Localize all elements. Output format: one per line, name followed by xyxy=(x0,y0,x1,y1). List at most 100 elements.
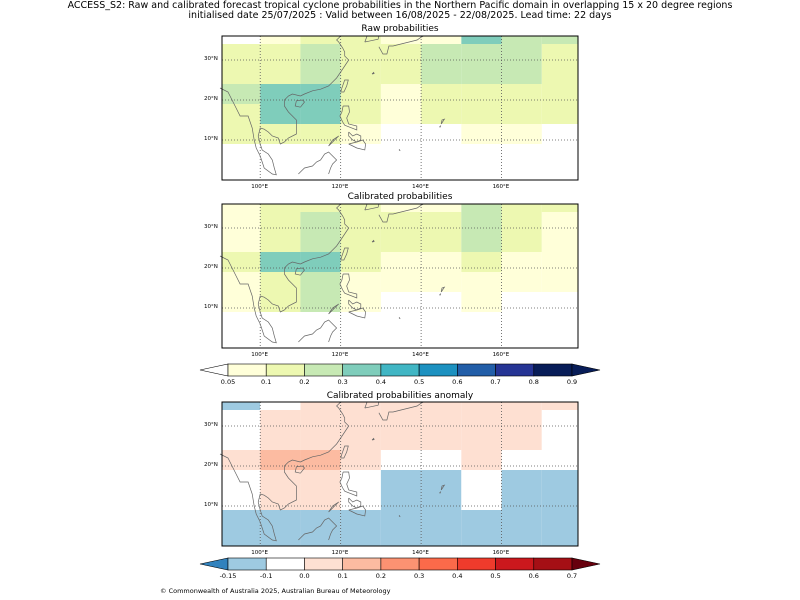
raw-probability-cell xyxy=(260,64,301,84)
calibrated-panel-title: Calibrated probabilities xyxy=(347,192,453,202)
copyright-footer: © Commonwealth of Australia 2025, Austra… xyxy=(160,587,391,595)
anomaly-probability-cell xyxy=(541,402,578,410)
anomaly-lat-label: 10°N xyxy=(204,502,218,508)
calibrated-probability-cell xyxy=(501,204,542,212)
anomaly-lon-label: 100°E xyxy=(251,550,268,556)
anomaly-probability-cell xyxy=(340,402,381,410)
raw-coastline xyxy=(294,99,305,108)
calibrated-probability-cell xyxy=(501,232,542,252)
calibrated-probability-cell xyxy=(501,252,542,272)
probability-colorbar-color-bin xyxy=(380,363,420,377)
calibrated-probability-cell xyxy=(421,252,462,272)
raw-probability-cell xyxy=(300,64,341,84)
probability-colorbar-over-arrow xyxy=(571,363,601,377)
calibrated-lon-label: 140°E xyxy=(412,352,429,358)
calibrated-probability-cell xyxy=(501,272,542,292)
raw-coastline xyxy=(348,131,362,143)
calibrated-lat-label: 10°N xyxy=(204,304,218,310)
calibrated-probability-cell xyxy=(340,212,381,232)
calibrated-coastline xyxy=(298,319,338,343)
raw-probability-cell xyxy=(380,84,422,104)
calibrated-probability-cell xyxy=(380,272,422,292)
raw-probability-cell xyxy=(260,84,301,104)
anomaly-colorbar-tick-label: 0.6 xyxy=(528,572,539,580)
calibrated-probability-cell xyxy=(260,232,301,252)
anomaly-probability-cell xyxy=(421,490,462,510)
calibrated-probability-cell xyxy=(260,212,301,232)
anomaly-colorbar-tick-label: 0.0 xyxy=(299,572,310,580)
raw-coastline xyxy=(439,125,442,128)
calibrated-coastline xyxy=(340,247,349,261)
raw-grid-cells xyxy=(222,36,578,144)
anomaly-lat-label: 30°N xyxy=(204,422,218,428)
calibrated-probability-cell xyxy=(461,252,502,272)
anomaly-colorbar-under-arrow xyxy=(199,557,229,571)
anomaly-probability-cell xyxy=(541,470,578,490)
anomaly-probability-cell xyxy=(340,510,381,546)
raw-probability-cell xyxy=(222,64,261,84)
calibrated-frame xyxy=(221,203,579,349)
raw-probability-cell xyxy=(501,84,542,104)
anomaly-colorbar-tick-label: 0.7 xyxy=(566,572,578,580)
anomaly-probability-cell xyxy=(541,430,578,450)
probability-colorbar-color-bin xyxy=(457,363,496,377)
anomaly-lon-label: 120°E xyxy=(331,550,349,556)
raw-probability-cell xyxy=(340,84,381,104)
calibrated-probability-cell xyxy=(222,232,261,252)
calibrated-grid-cells xyxy=(222,204,578,312)
raw-lon-label: 140°E xyxy=(412,184,429,190)
raw-probability-cell xyxy=(260,124,301,144)
anomaly-panel-title: Calibrated probabilities anomaly xyxy=(326,391,474,401)
raw-coastline xyxy=(440,118,446,125)
raw-coastline xyxy=(398,149,401,152)
raw-probability-cell xyxy=(541,104,578,124)
anomaly-colorbar-tick-label: 0.2 xyxy=(375,572,387,580)
anomaly-probability-cell xyxy=(222,410,261,430)
anomaly-probability-cell xyxy=(340,410,381,430)
anomaly-colorbar-over-arrow xyxy=(571,557,601,571)
anomaly-lon-label: 160°E xyxy=(492,550,510,556)
raw-probability-cell xyxy=(461,64,502,84)
calibrated-probability-cell xyxy=(541,272,578,292)
raw-coastline xyxy=(219,35,350,176)
raw-probability-cell xyxy=(501,36,542,44)
calibrated-probability-cell xyxy=(260,292,301,312)
anomaly-probability-cell xyxy=(340,490,381,510)
anomaly-coastline xyxy=(440,484,446,491)
anomaly-probability-cell xyxy=(421,450,462,470)
anomaly-probability-cell xyxy=(380,430,422,450)
anomaly-probability-cell xyxy=(541,410,578,430)
calibrated-coastline xyxy=(328,303,339,315)
raw-probability-cell xyxy=(380,104,422,124)
raw-lat-label: 30°N xyxy=(204,56,218,62)
raw-probability-cell xyxy=(501,44,542,64)
anomaly-probability-cell xyxy=(260,450,301,470)
anomaly-probability-cell xyxy=(421,510,462,546)
anomaly-probability-cell xyxy=(501,402,542,410)
anomaly-probability-cell xyxy=(461,510,502,546)
raw-coastline xyxy=(328,135,339,147)
anomaly-colorbar-color-bin xyxy=(227,557,267,571)
raw-probability-cell xyxy=(541,64,578,84)
anomaly-probability-cell xyxy=(461,402,502,410)
anomaly-probability-cell xyxy=(340,430,381,450)
anomaly-probability-cell xyxy=(222,510,261,546)
raw-probability-cell xyxy=(260,104,301,124)
probability-colorbar-tick-label: 0.9 xyxy=(566,378,578,386)
probability-colorbar-color-bin xyxy=(418,363,458,377)
anomaly-colorbar-color-bin xyxy=(265,557,305,571)
raw-coastline xyxy=(339,105,358,131)
anomaly-coastline xyxy=(378,401,424,421)
anomaly-probability-cell xyxy=(380,490,422,510)
calibrated-probability-cell xyxy=(340,232,381,252)
probability-colorbar-tick-label: 0.3 xyxy=(337,378,348,386)
anomaly-probability-cell xyxy=(461,410,502,430)
calibrated-probability-cell xyxy=(380,204,422,212)
raw-coastline xyxy=(298,151,338,175)
calibrated-probability-cell xyxy=(300,212,341,232)
anomaly-colorbar-tick-label: 0.5 xyxy=(490,572,501,580)
raw-probability-cell xyxy=(461,124,502,144)
probability-colorbar-color-bin xyxy=(265,363,305,377)
anomaly-coastline xyxy=(328,501,339,513)
calibrated-coastline xyxy=(439,293,442,296)
